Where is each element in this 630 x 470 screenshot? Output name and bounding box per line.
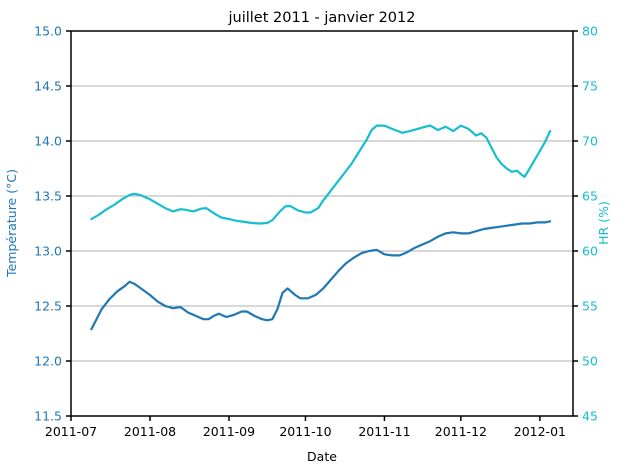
left-tick-label: 14.5 (34, 79, 62, 94)
right-tick-label: 55 (582, 299, 598, 314)
right-tick-label: 60 (582, 244, 598, 259)
x-axis-label: Date (307, 449, 337, 464)
left-tick-label: 14.0 (34, 134, 62, 149)
x-tick-label: 2012-01 (514, 424, 566, 439)
x-tick-label: 2011-09 (203, 424, 255, 439)
left-y-axis-label: Température (°C) (4, 169, 19, 278)
data-series (90, 124, 552, 331)
left-tick-label: 13.5 (34, 189, 62, 204)
left-tick-label: 12.5 (34, 299, 62, 314)
x-tick-label: 2011-12 (435, 424, 487, 439)
left-tick-label: 13.0 (34, 244, 62, 259)
humidity-line (90, 124, 552, 225)
left-tick-label: 11.5 (34, 409, 62, 424)
temperature-line (90, 220, 552, 331)
tick-labels: 15.0 14.5 14.0 13.5 13.0 12.5 12.0 11.5 80 75 70 65… (34, 24, 598, 440)
left-tick-label: 12.0 (34, 354, 62, 369)
x-tick-label: 2011-11 (358, 424, 410, 439)
axis-ticks (66, 30, 578, 421)
x-tick-label: 2011-08 (124, 424, 176, 439)
x-tick-label: 2011-07 (45, 424, 97, 439)
right-tick-label: 65 (582, 189, 598, 204)
right-tick-label: 50 (582, 354, 598, 369)
right-tick-label: 70 (582, 134, 598, 149)
plot-border (70, 30, 574, 417)
right-tick-label: 45 (582, 409, 598, 424)
gridlines (71, 85, 573, 362)
right-y-axis-label: HR (%) (596, 201, 611, 245)
left-tick-label: 15.0 (34, 24, 62, 39)
x-tick-label: 2011-10 (279, 424, 331, 439)
plot-frame (70, 30, 574, 417)
right-tick-label: 80 (582, 24, 598, 39)
right-tick-label: 75 (582, 79, 598, 94)
chart-title: juillet 2011 - janvier 2012 (228, 10, 416, 26)
